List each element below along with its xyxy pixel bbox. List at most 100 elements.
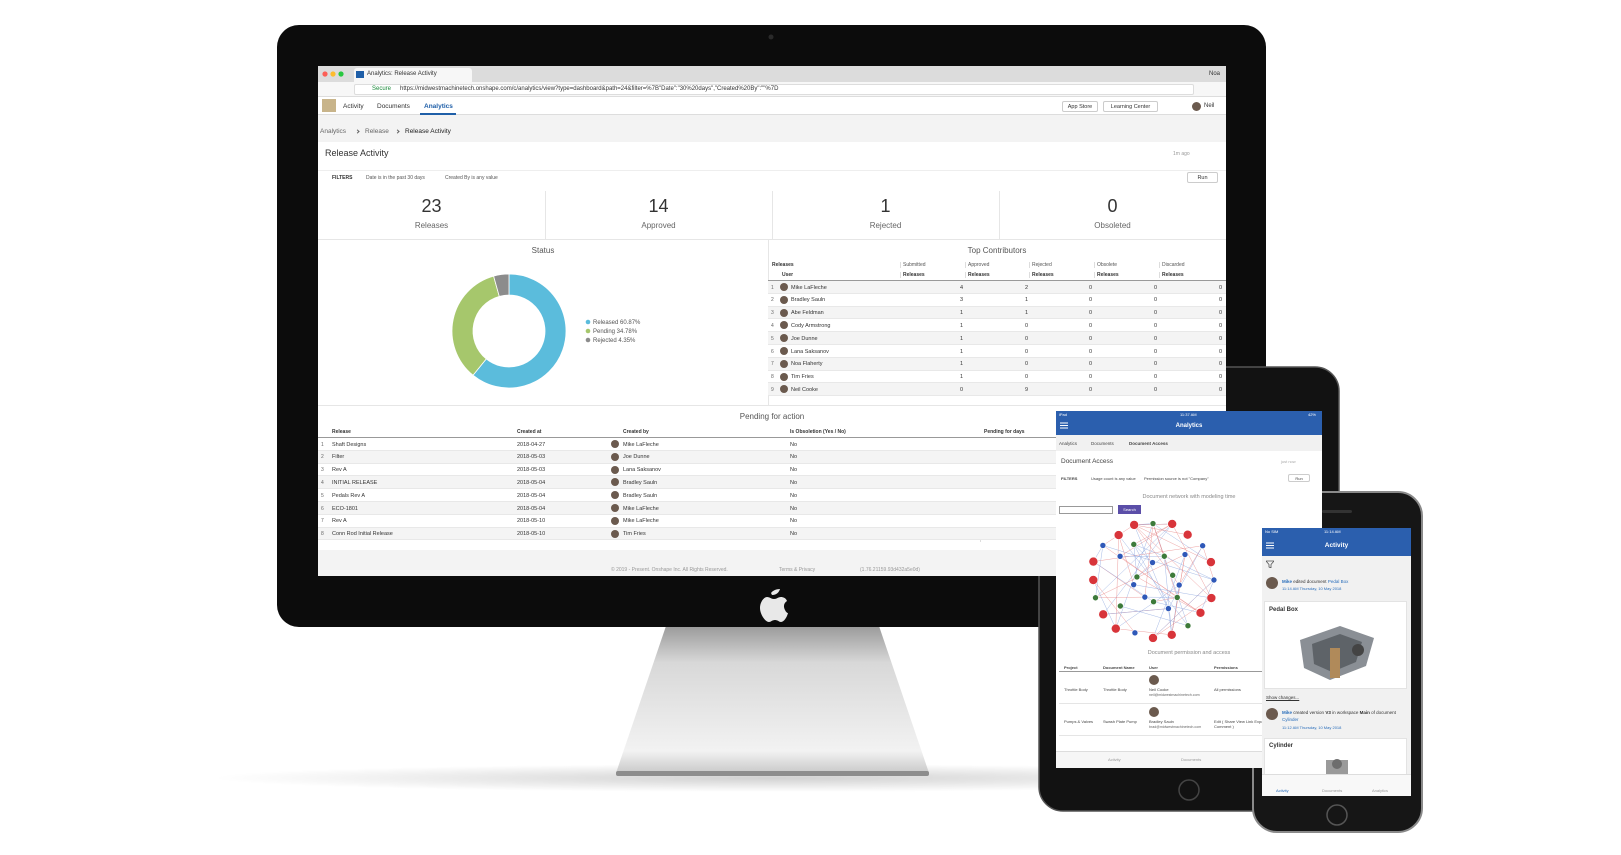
release-name[interactable]: INITIAL RELEASE [332, 479, 378, 486]
network-node [1149, 520, 1157, 527]
group-header: Releases [772, 262, 794, 268]
network-edge [1115, 535, 1119, 629]
created-by[interactable]: Mike LaFleche [623, 518, 659, 525]
filter[interactable]: Date is in the past 30 days [366, 175, 425, 181]
status-title: Status [531, 246, 555, 255]
tab[interactable]: Activity [1108, 757, 1121, 762]
column-header: Created at [517, 429, 542, 435]
avatar [611, 491, 619, 500]
created-by[interactable]: Mike LaFleche [623, 441, 659, 448]
filter[interactable]: Usage count is any value [1091, 476, 1136, 481]
search-button[interactable]: Search [1118, 505, 1141, 514]
decoration [1330, 648, 1340, 678]
count: 0 [1153, 374, 1157, 381]
nav-item[interactable]: Documents [377, 103, 410, 110]
document-link[interactable]: Pedal Box [1327, 579, 1349, 584]
filters-toggle[interactable]: FILTERS [332, 175, 353, 181]
browser-tab[interactable] [354, 68, 472, 82]
count: 0 [1153, 335, 1157, 342]
app-store-button[interactable]: App Store [1062, 101, 1098, 112]
created-by[interactable]: Tim Fries [623, 531, 646, 538]
nav-item[interactable]: Activity [343, 103, 364, 110]
permissions: Edit ( Share View Link Export Comment ) [1214, 719, 1266, 729]
filter-icon[interactable] [1266, 560, 1274, 568]
created-by[interactable]: Bradley Sauln [623, 479, 658, 486]
run-button[interactable]: Run [1187, 172, 1218, 183]
count: 0 [1218, 374, 1222, 381]
document-name[interactable]: Throttle Body [1103, 687, 1127, 692]
release-name[interactable]: Conn Rod Initial Release [332, 531, 393, 538]
rank: 3 [321, 467, 324, 474]
release-name[interactable]: Rev A [332, 518, 347, 525]
created-by[interactable]: Lana Saksanov [623, 467, 661, 474]
release-name[interactable]: ECO-1801 [332, 505, 358, 512]
filter[interactable]: Permission source is not "Company" [1144, 476, 1209, 481]
phone-home-button [1326, 804, 1348, 826]
network-node [1181, 551, 1189, 558]
release-name[interactable]: Pedals Rev A [332, 492, 366, 499]
release-name[interactable]: Filter [332, 454, 345, 461]
created-by[interactable]: Mike LaFleche [623, 505, 659, 512]
user-name[interactable]: Cody Armstrong [791, 322, 831, 329]
breadcrumb-item[interactable]: Release [365, 128, 389, 135]
user-name[interactable]: Bradley Sauln [791, 297, 826, 304]
menu-icon[interactable] [1266, 542, 1274, 549]
actor[interactable]: Mike [1282, 579, 1293, 584]
tab[interactable]: Analytics [1372, 788, 1389, 793]
count: 0 [1153, 348, 1157, 355]
filters-toggle[interactable]: FILTERS [1061, 476, 1078, 481]
status-carrier: No SIM [1265, 529, 1279, 534]
count: 9 [1024, 386, 1028, 393]
release-name[interactable]: Shaft Designs [332, 441, 367, 448]
user-name[interactable]: Abe Feldman [791, 310, 824, 317]
breadcrumb-item[interactable]: Analytics [320, 128, 347, 135]
breadcrumb-item[interactable]: Analytics [1059, 441, 1078, 446]
url-field[interactable] [354, 84, 1194, 95]
run-button[interactable]: Run [1288, 474, 1310, 482]
monitor-stand [616, 626, 929, 773]
footer-text: © 2019 - Present. Onshape Inc. All Right… [611, 567, 728, 573]
user-name[interactable]: Tim Fries [791, 374, 814, 381]
user-name[interactable]: Lana Saksanov [791, 348, 829, 355]
table-row [318, 450, 1226, 464]
user-name[interactable]: Noa Flaherty [791, 361, 823, 368]
user-name[interactable]: Joe Dunne [791, 335, 818, 342]
actor[interactable]: Mike [1282, 710, 1293, 715]
network-node [1098, 609, 1109, 620]
document-link[interactable]: Cylinder [1282, 717, 1299, 722]
created-at: 2018-04-27 [517, 441, 546, 448]
report-title: Document Access [1061, 458, 1114, 465]
avatar [611, 516, 619, 525]
network-node [1182, 529, 1193, 540]
donut-slice [451, 275, 500, 376]
count: 0 [1088, 386, 1092, 393]
tab[interactable]: Activity [1276, 788, 1289, 793]
network-edge [1153, 597, 1178, 602]
filter[interactable]: Created By is any value [445, 175, 498, 181]
menu-icon[interactable] [1060, 422, 1068, 429]
created-by[interactable]: Bradley Sauln [623, 492, 658, 499]
tab[interactable]: Documents [1322, 788, 1343, 793]
show-changes-link[interactable]: Show changes... [1266, 695, 1300, 700]
tab[interactable]: Documents [1181, 757, 1202, 762]
user-email: neil@midwestmachinetech.com [1149, 693, 1200, 697]
document-name[interactable]: Swash Plate Pump [1103, 719, 1137, 724]
search-input[interactable] [1059, 506, 1113, 514]
nav-item[interactable]: Analytics [424, 103, 453, 110]
created-by[interactable]: Joe Dunne [623, 454, 650, 461]
learning-center-button[interactable]: Learning Center [1103, 101, 1158, 112]
user-name[interactable]: Neil Cooke [791, 386, 818, 393]
column-header: Approved [965, 262, 1028, 268]
updated-time: 1m ago [1173, 151, 1190, 157]
network-edge [1136, 576, 1201, 613]
pending-table: Release Created at Created by Is Obsoletion… [318, 426, 1226, 546]
release-name[interactable]: Rev A [332, 467, 347, 474]
avatar [1266, 577, 1278, 589]
user-name[interactable]: Neil [1204, 103, 1215, 109]
user-name[interactable]: Mike LaFleche [791, 284, 827, 291]
version: V3 [1325, 710, 1331, 715]
count: 0 [1153, 310, 1157, 317]
avatar [780, 283, 788, 291]
breadcrumb-item[interactable]: Documents [1091, 441, 1114, 446]
footer-text[interactable]: Terms & Privacy [779, 567, 816, 573]
